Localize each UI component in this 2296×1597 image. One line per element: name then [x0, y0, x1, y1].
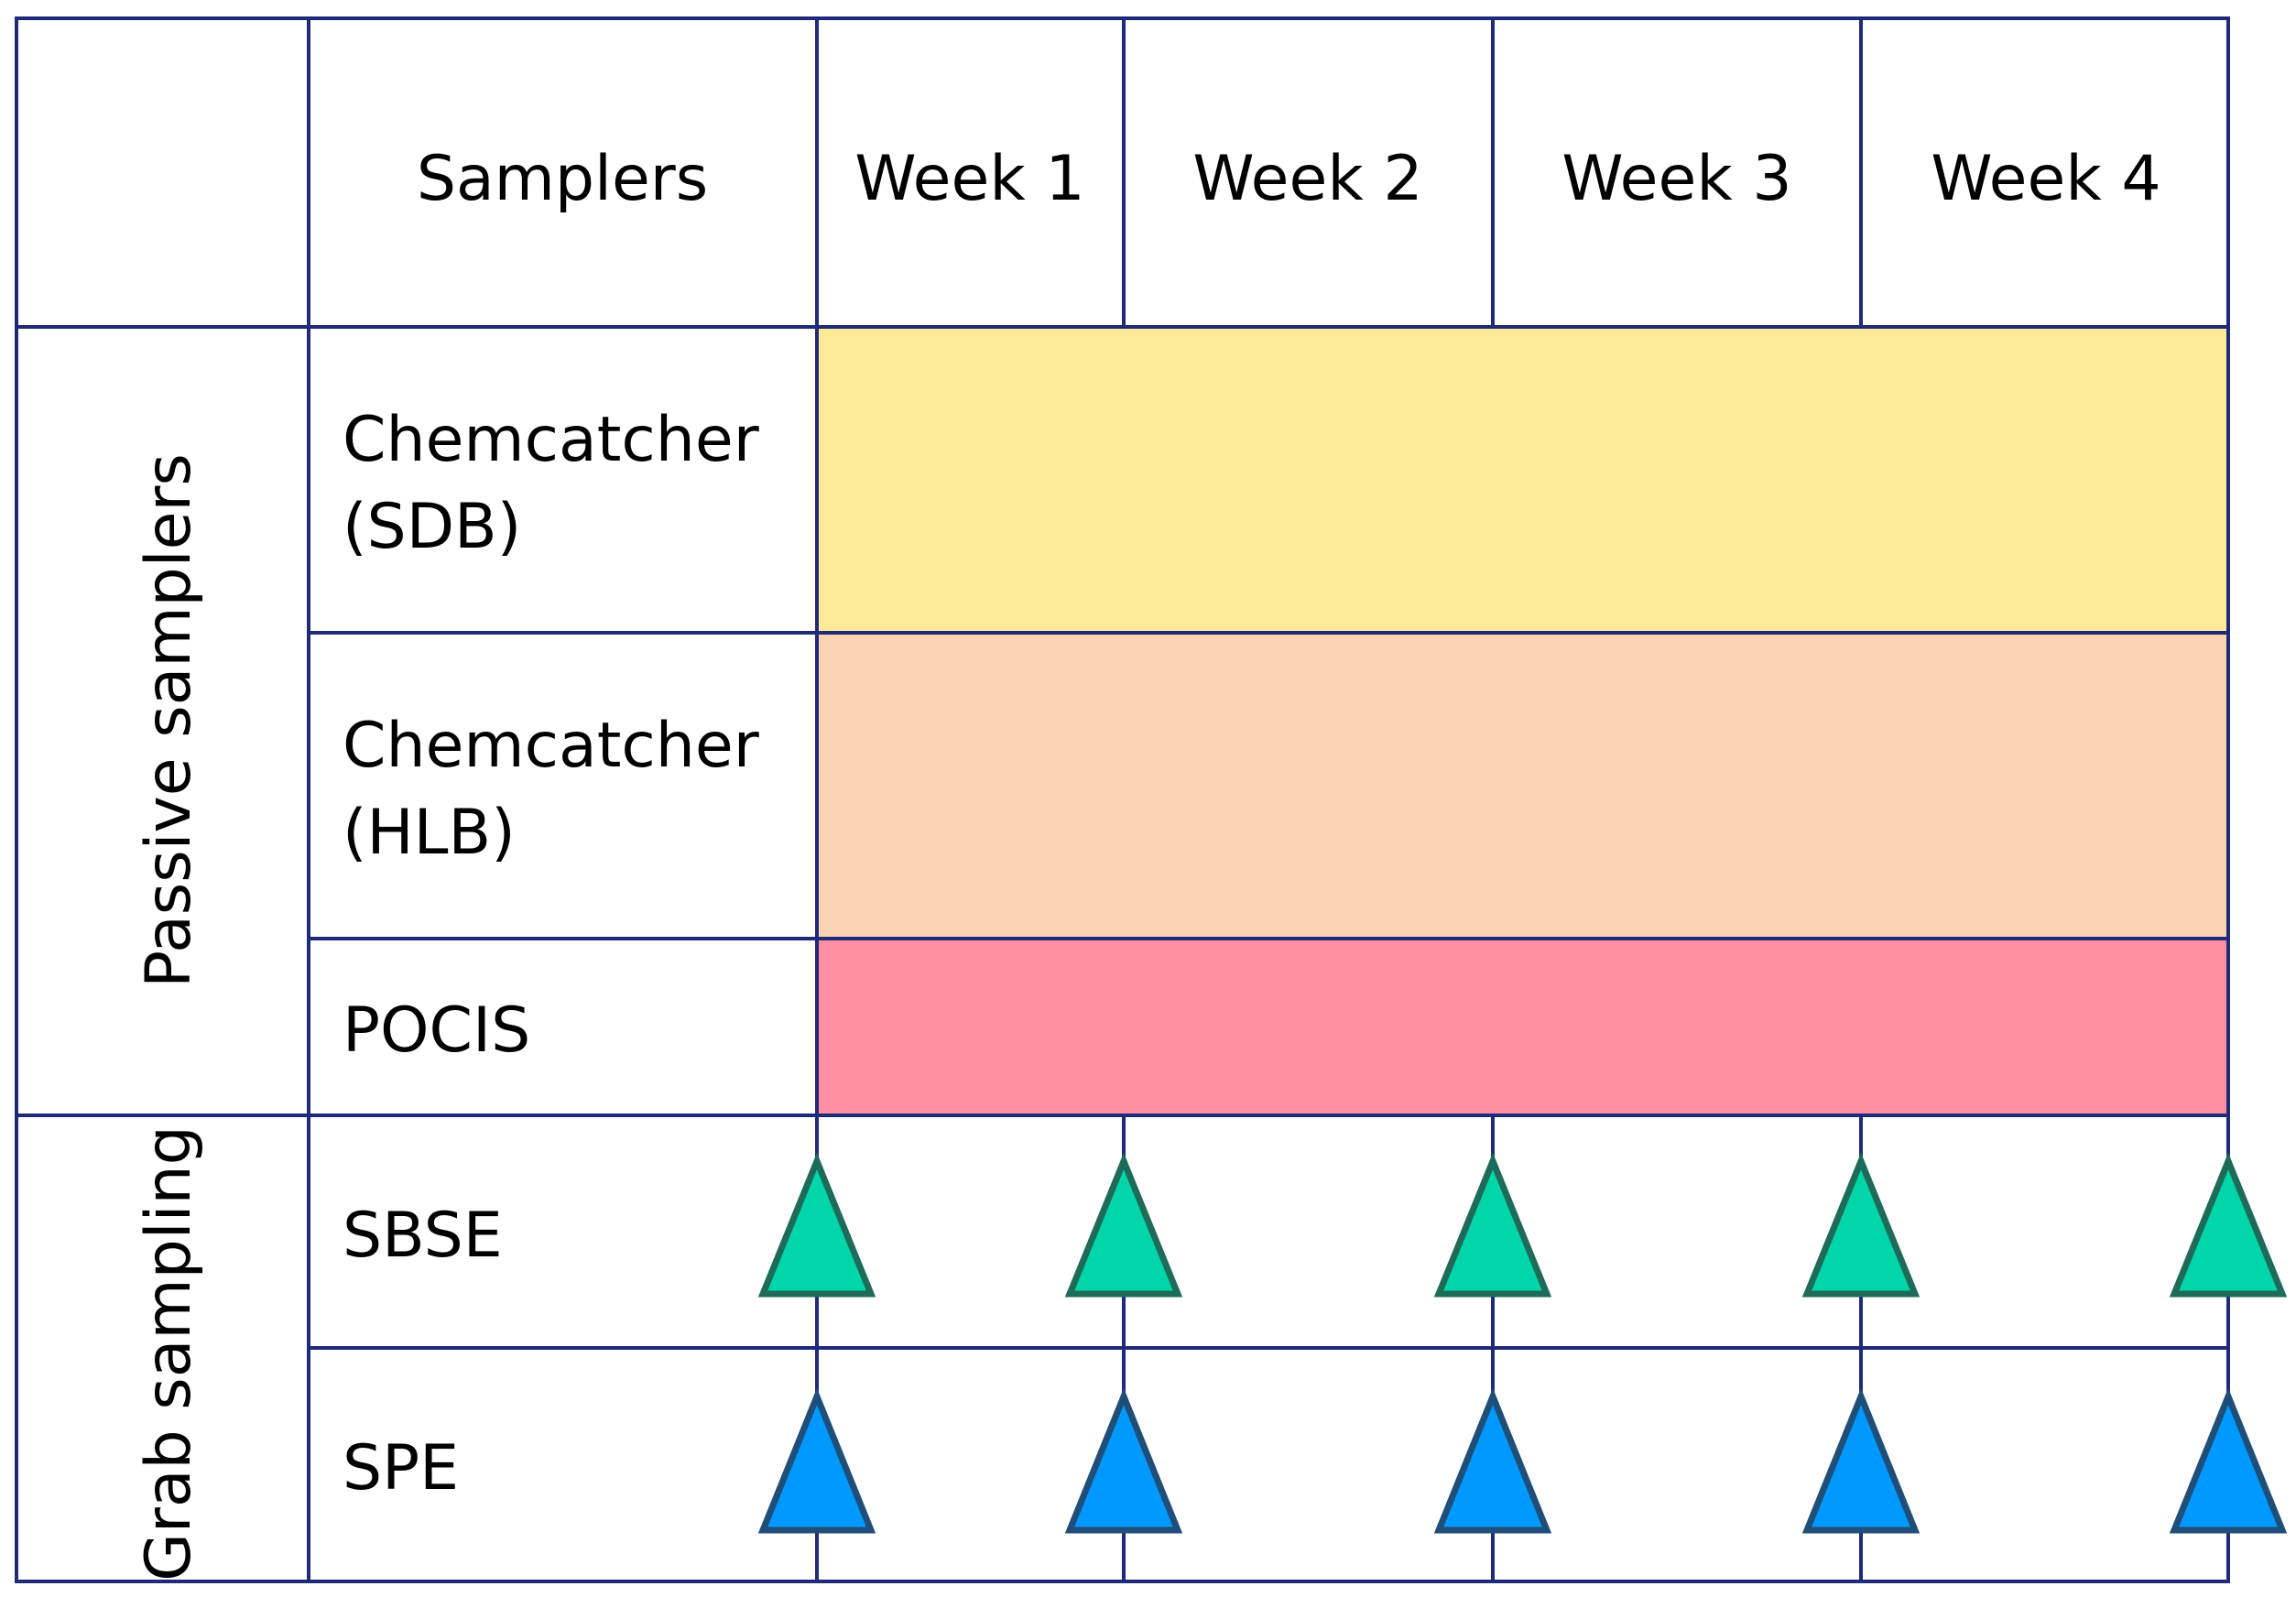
sbse-marker-triangle	[1801, 1152, 1921, 1298]
spe-marker-triangle	[757, 1387, 876, 1534]
chemcatcher-sdb-label-line2: (SDB)	[343, 491, 521, 563]
spe-marker-triangle	[1433, 1387, 1552, 1534]
chemcatcher-hlb-span	[817, 633, 2228, 939]
sbse-label: SBSE	[343, 1200, 503, 1272]
spe-markers	[757, 1387, 2288, 1534]
grab-sampling-group-label: Grab sampling	[133, 1125, 205, 1581]
pocis-label: POCIS	[343, 994, 530, 1067]
spe-marker-triangle	[1801, 1387, 1921, 1534]
sbse-marker-triangle	[757, 1152, 876, 1298]
chemcatcher-hlb-label-line2: (HLB)	[343, 797, 516, 869]
passive-samplers-group-label: Passive samplers	[133, 453, 205, 988]
samplers-header: Samplers	[417, 143, 708, 215]
sbse-markers	[757, 1152, 2288, 1298]
spe-label: SPE	[343, 1432, 459, 1505]
sbse-marker-triangle	[1433, 1152, 1552, 1298]
week-3-header: Week 3	[1561, 143, 1791, 215]
spe-marker-triangle	[2169, 1387, 2288, 1534]
chemcatcher-hlb-label-line1: Chemcatcher	[343, 710, 759, 782]
pocis-span	[817, 939, 2228, 1115]
week-2-header: Week 2	[1192, 143, 1422, 215]
chemcatcher-sdb-label-line1: Chemcatcher	[343, 404, 759, 476]
sbse-marker-triangle	[1064, 1152, 1183, 1298]
week-4-header: Week 4	[1931, 143, 2160, 215]
sbse-marker-triangle	[2169, 1152, 2288, 1298]
week-1-header: Week 1	[854, 143, 1084, 215]
chemcatcher-sdb-span	[817, 327, 2228, 633]
spe-marker-triangle	[1064, 1387, 1183, 1534]
